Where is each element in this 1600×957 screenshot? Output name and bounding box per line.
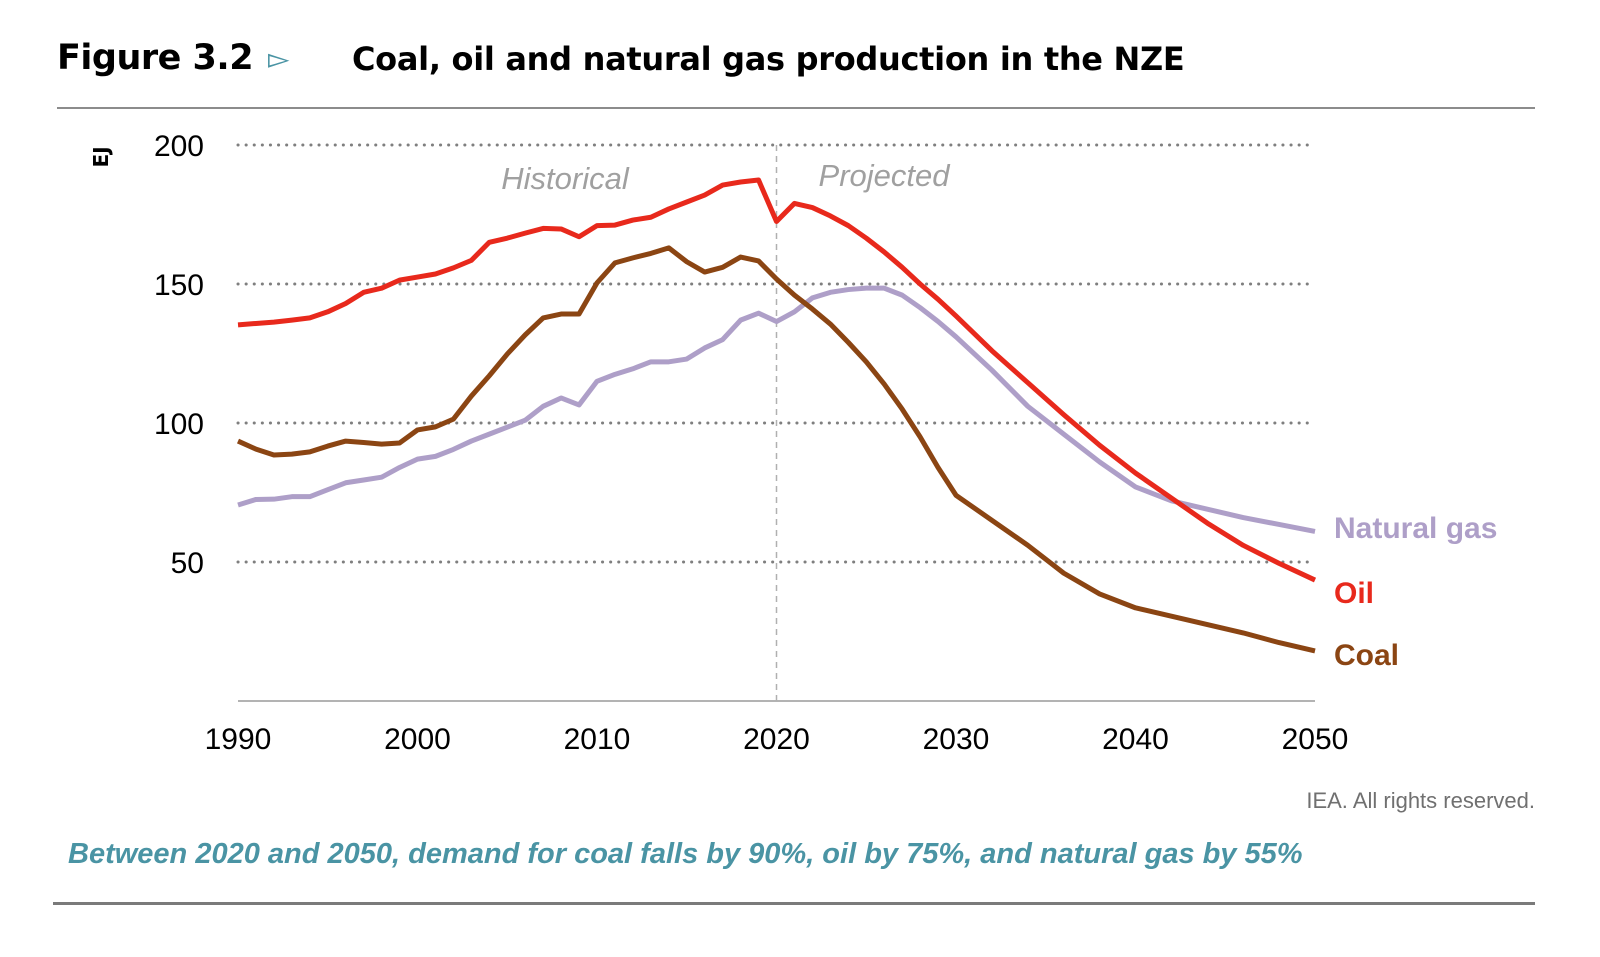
triangle-right-outline-icon: ▻ — [268, 42, 290, 75]
y-axis-unit-label: EJ — [89, 146, 113, 167]
x-tick-label-2050: 2050 — [1282, 723, 1349, 756]
y-tick-label-200: 200 — [154, 130, 204, 163]
figure-title: Coal, oil and natural gas production in … — [352, 40, 1185, 78]
bottom-divider — [53, 902, 1535, 905]
credit-text: IEA. All rights reserved. — [1306, 788, 1535, 813]
series-line-coal — [236, 245, 1316, 654]
series-label-oil: Oil — [1334, 577, 1374, 610]
x-tick-label-1990: 1990 — [205, 723, 272, 756]
x-tick-label-2010: 2010 — [564, 723, 631, 756]
series-line-natural-gas — [237, 285, 1316, 534]
annotation-projected: Projected — [819, 158, 952, 193]
x-tick-label-2000: 2000 — [384, 723, 451, 756]
annotation-historical: Historical — [501, 161, 630, 196]
series-line-oil — [237, 177, 1317, 583]
y-tick-label-100: 100 — [154, 408, 204, 441]
series-label-coal: Coal — [1334, 639, 1399, 672]
figure-label: Figure 3.2 — [57, 38, 254, 78]
x-tick-label-2040: 2040 — [1102, 723, 1169, 756]
series-label-natural-gas: Natural gas — [1334, 512, 1497, 545]
x-axis-ticks: 1990 2000 2010 2020 2030 2040 2050 — [205, 723, 1349, 756]
x-tick-label-2020: 2020 — [743, 723, 810, 756]
y-axis-ticks: 50 100 150 200 — [154, 130, 204, 580]
y-tick-label-150: 150 — [154, 269, 204, 302]
figure-caption: Between 2020 and 2050, demand for coal f… — [68, 838, 1303, 870]
gridlines — [236, 143, 1317, 564]
x-tick-label-2030: 2030 — [923, 723, 990, 756]
top-divider — [57, 107, 1535, 109]
series-lines — [236, 177, 1317, 654]
y-tick-label-50: 50 — [171, 547, 204, 580]
